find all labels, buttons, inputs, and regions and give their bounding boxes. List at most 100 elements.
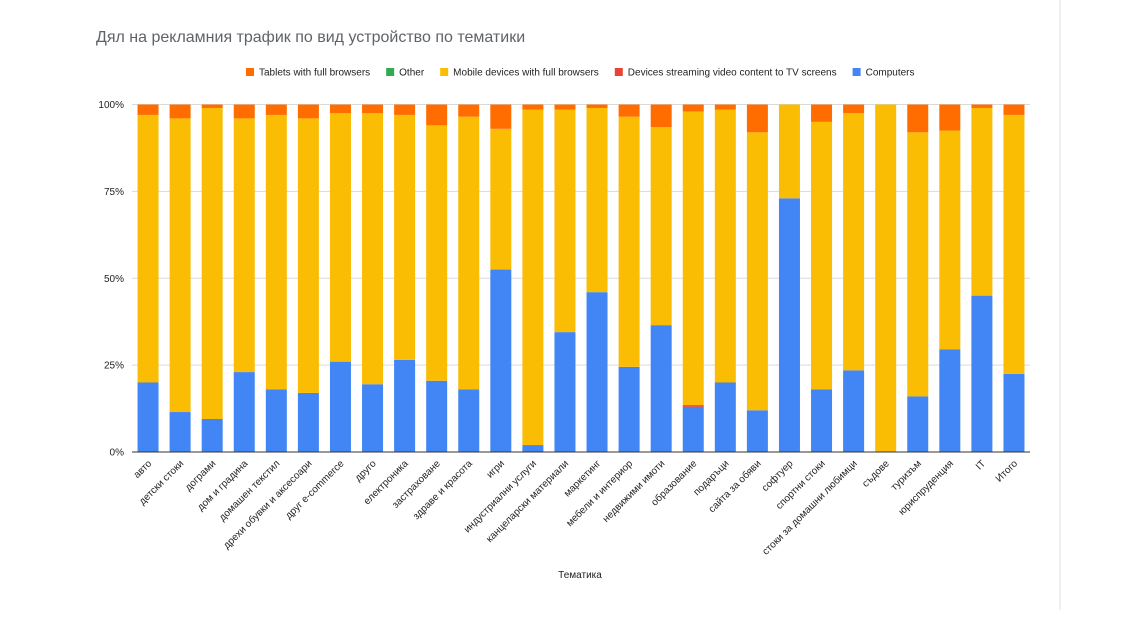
bar-segment-computers bbox=[650, 325, 672, 452]
bar-segment-tablets-with-full-browsers bbox=[201, 104, 223, 108]
bar-segment-computers bbox=[939, 349, 961, 452]
bar-segment-mobile-devices-with-full-browsers bbox=[201, 107, 223, 419]
bar-stack bbox=[426, 104, 448, 452]
bar-segment-mobile-devices-with-full-browsers bbox=[682, 111, 704, 406]
bar-segment-tablets-with-full-browsers bbox=[329, 104, 351, 114]
bar-segment-tablets-with-full-browsers bbox=[746, 104, 768, 133]
bar-segment-computers bbox=[714, 382, 736, 452]
bar-segment-mobile-devices-with-full-browsers bbox=[490, 128, 512, 270]
bar-stack bbox=[169, 104, 191, 452]
legend-swatch bbox=[614, 68, 623, 76]
bar-stack bbox=[137, 104, 159, 452]
bar-segment-computers bbox=[586, 292, 608, 452]
bar-stack bbox=[875, 104, 897, 452]
bar-stack bbox=[907, 104, 929, 452]
y-tick-label: 50% bbox=[104, 274, 124, 285]
legend-item: Mobile devices with full browsers bbox=[440, 68, 599, 79]
bar-segment-mobile-devices-with-full-browsers bbox=[522, 109, 544, 446]
bar-segment-mobile-devices-with-full-browsers bbox=[426, 125, 448, 381]
x-axis-title: Тематика bbox=[558, 570, 602, 581]
y-axis-ticks: 0% 25% 50% 75% 100% bbox=[98, 100, 124, 459]
bar-segment-tablets-with-full-browsers bbox=[394, 104, 416, 115]
bar-stack bbox=[618, 104, 640, 452]
bar-segment-mobile-devices-with-full-browsers bbox=[843, 113, 865, 371]
legend-item: Computers bbox=[852, 68, 915, 79]
bar-segment-tablets-with-full-browsers bbox=[714, 104, 736, 110]
y-tick-label: 0% bbox=[110, 448, 125, 459]
bar-stack bbox=[522, 104, 544, 452]
bar-segment-tablets-with-full-browsers bbox=[811, 104, 833, 122]
bar-segment-tablets-with-full-browsers bbox=[169, 104, 191, 119]
bar-segment-computers bbox=[907, 396, 929, 452]
bar-segment-computers bbox=[618, 366, 640, 452]
bar-segment-tablets-with-full-browsers bbox=[843, 104, 865, 114]
bar-segment-mobile-devices-with-full-browsers bbox=[875, 104, 897, 452]
legend-item: Other bbox=[386, 68, 425, 79]
bar-segment-computers bbox=[426, 380, 448, 452]
bar-segment-computers bbox=[137, 382, 159, 452]
bar-stack bbox=[201, 104, 223, 452]
bar-stack bbox=[458, 104, 480, 452]
bar-segment-tablets-with-full-browsers bbox=[297, 104, 319, 119]
legend-label: Mobile devices with full browsers bbox=[453, 68, 599, 79]
legend-swatch bbox=[440, 68, 449, 76]
bar-segment-tablets-with-full-browsers bbox=[137, 104, 159, 115]
chart-title: Дял на рекламния трафик по вид устройств… bbox=[96, 29, 525, 46]
bar-segment-computers bbox=[682, 406, 704, 452]
bar-stack bbox=[265, 104, 287, 452]
bar-segment-computers bbox=[490, 269, 512, 452]
bar-segment-mobile-devices-with-full-browsers bbox=[971, 107, 993, 296]
bar-stack bbox=[394, 104, 416, 452]
bar-segment-tablets-with-full-browsers bbox=[265, 104, 287, 115]
bar-stack bbox=[939, 104, 961, 452]
bar-stack bbox=[746, 104, 768, 452]
legend-label: Tablets with full browsers bbox=[259, 68, 370, 79]
bar-segment-mobile-devices-with-full-browsers bbox=[586, 107, 608, 293]
bar-stack bbox=[233, 104, 255, 452]
bar-segment-computers bbox=[201, 418, 223, 452]
bar-segment-tablets-with-full-browsers bbox=[650, 104, 672, 128]
bar-stack bbox=[554, 104, 576, 452]
bar-segment-mobile-devices-with-full-browsers bbox=[362, 113, 384, 385]
bar-segment-computers bbox=[554, 332, 576, 452]
bar-stack bbox=[811, 104, 833, 452]
bar-segment-tablets-with-full-browsers bbox=[426, 104, 448, 126]
bar-segment-computers bbox=[394, 359, 416, 452]
legend-label: Devices streaming video content to TV sc… bbox=[628, 68, 837, 79]
bar-segment-mobile-devices-with-full-browsers bbox=[811, 121, 833, 390]
bar-segment-computers bbox=[458, 389, 480, 452]
bar-segment-tablets-with-full-browsers bbox=[233, 104, 255, 119]
bar-segment-computers bbox=[265, 389, 287, 452]
bar-segment-computers bbox=[362, 384, 384, 452]
bar-stack bbox=[971, 104, 993, 452]
bar-segment-computers bbox=[746, 410, 768, 452]
legend-label: Other bbox=[399, 68, 425, 79]
bar-segment-mobile-devices-with-full-browsers bbox=[618, 116, 640, 367]
bar-stack bbox=[490, 104, 512, 452]
bar-segment-mobile-devices-with-full-browsers bbox=[1003, 114, 1025, 374]
bar-stack bbox=[329, 104, 351, 452]
bar-segment-mobile-devices-with-full-browsers bbox=[939, 130, 961, 350]
bar-segment-computers bbox=[297, 392, 319, 452]
bar-segment-computers bbox=[233, 372, 255, 452]
y-tick-label: 25% bbox=[104, 361, 124, 372]
bar-segment-computers bbox=[169, 412, 191, 452]
bar-segment-mobile-devices-with-full-browsers bbox=[394, 114, 416, 360]
bar-segment-mobile-devices-with-full-browsers bbox=[297, 118, 319, 393]
bar-stack bbox=[682, 104, 704, 452]
bar-segment-mobile-devices-with-full-browsers bbox=[554, 109, 576, 333]
bar-stack bbox=[362, 104, 384, 452]
bar-segment-mobile-devices-with-full-browsers bbox=[169, 118, 191, 413]
bar-segment-computers bbox=[522, 445, 544, 452]
bar-segment-computers bbox=[811, 389, 833, 452]
bar-stack bbox=[586, 104, 608, 452]
legend-item: Devices streaming video content to TV sc… bbox=[614, 68, 837, 79]
bar-segment-mobile-devices-with-full-browsers bbox=[265, 114, 287, 390]
bar-segment-tablets-with-full-browsers bbox=[682, 104, 704, 112]
legend-swatch bbox=[852, 68, 861, 76]
legend: Tablets with full browsers Other Mobile de… bbox=[246, 68, 915, 79]
bar-segment-mobile-devices-with-full-browsers bbox=[907, 132, 929, 397]
bar-segment-tablets-with-full-browsers bbox=[458, 104, 480, 117]
bar-segment-mobile-devices-with-full-browsers bbox=[746, 132, 768, 411]
